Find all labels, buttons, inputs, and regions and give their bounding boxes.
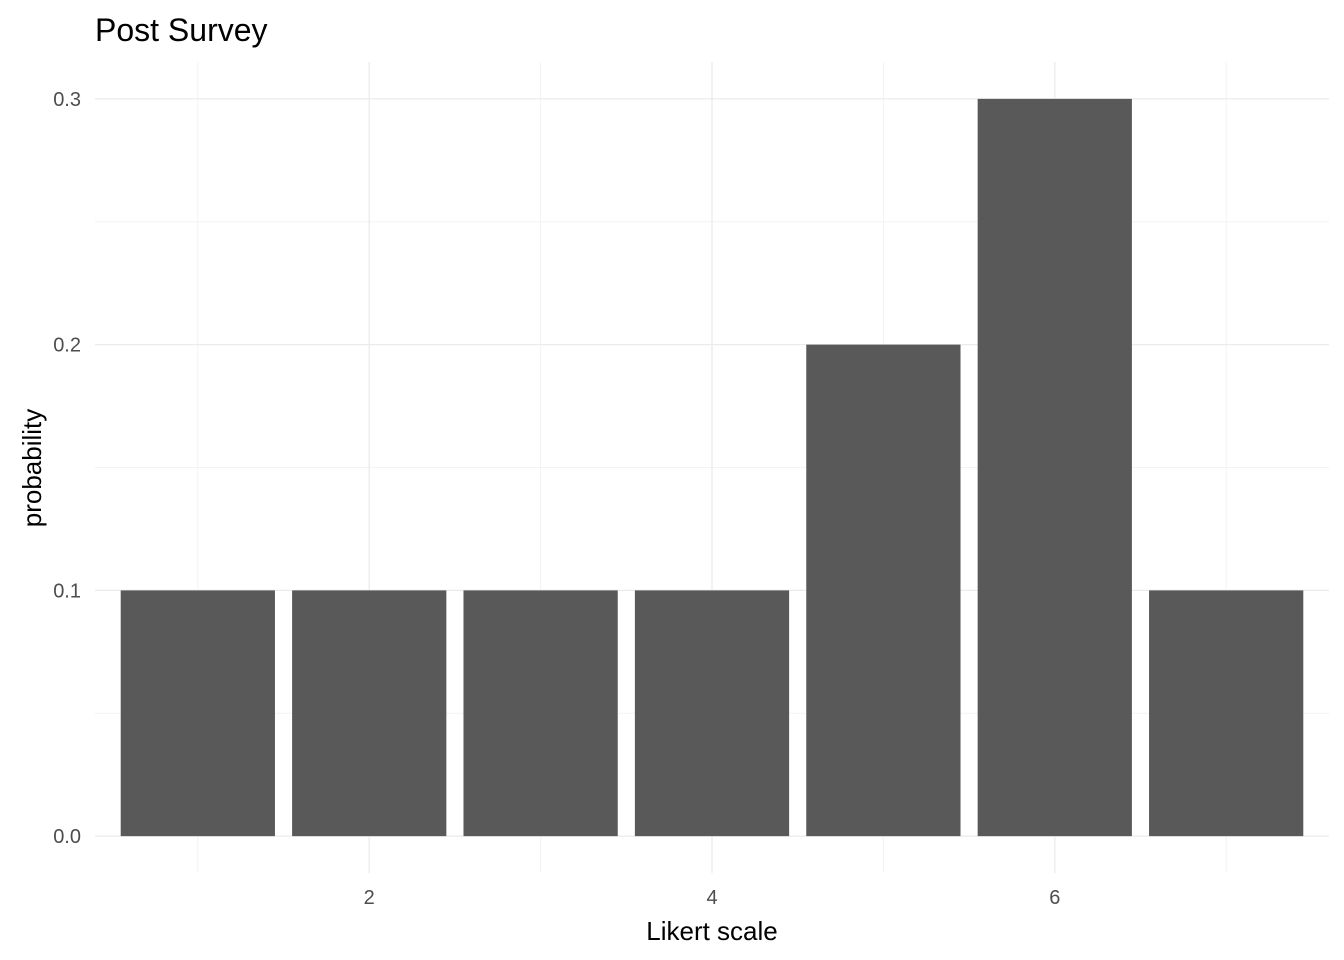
y-axis-ticks: 0.0 0.1 0.2 0.3	[53, 89, 81, 848]
chart-title: Post Survey	[95, 12, 268, 48]
x-tick-label: 6	[1049, 887, 1060, 909]
y-tick-label: 0.0	[53, 826, 81, 848]
bar-3	[463, 590, 618, 837]
bar-2	[292, 590, 447, 837]
bar-5	[806, 344, 961, 837]
y-tick-label: 0.3	[53, 89, 81, 111]
bar-6	[977, 98, 1132, 837]
bar-4	[634, 590, 790, 837]
bars	[120, 98, 1304, 837]
y-axis-title: probability	[17, 409, 47, 528]
bar-7	[1149, 590, 1304, 837]
x-tick-label: 2	[364, 887, 375, 909]
x-axis-title: Likert scale	[646, 916, 778, 946]
y-tick-label: 0.2	[53, 335, 81, 357]
y-tick-label: 0.1	[53, 580, 81, 602]
x-axis-ticks: 2 4 6	[364, 887, 1061, 909]
bar-1	[120, 590, 275, 837]
x-tick-label: 4	[706, 887, 717, 909]
